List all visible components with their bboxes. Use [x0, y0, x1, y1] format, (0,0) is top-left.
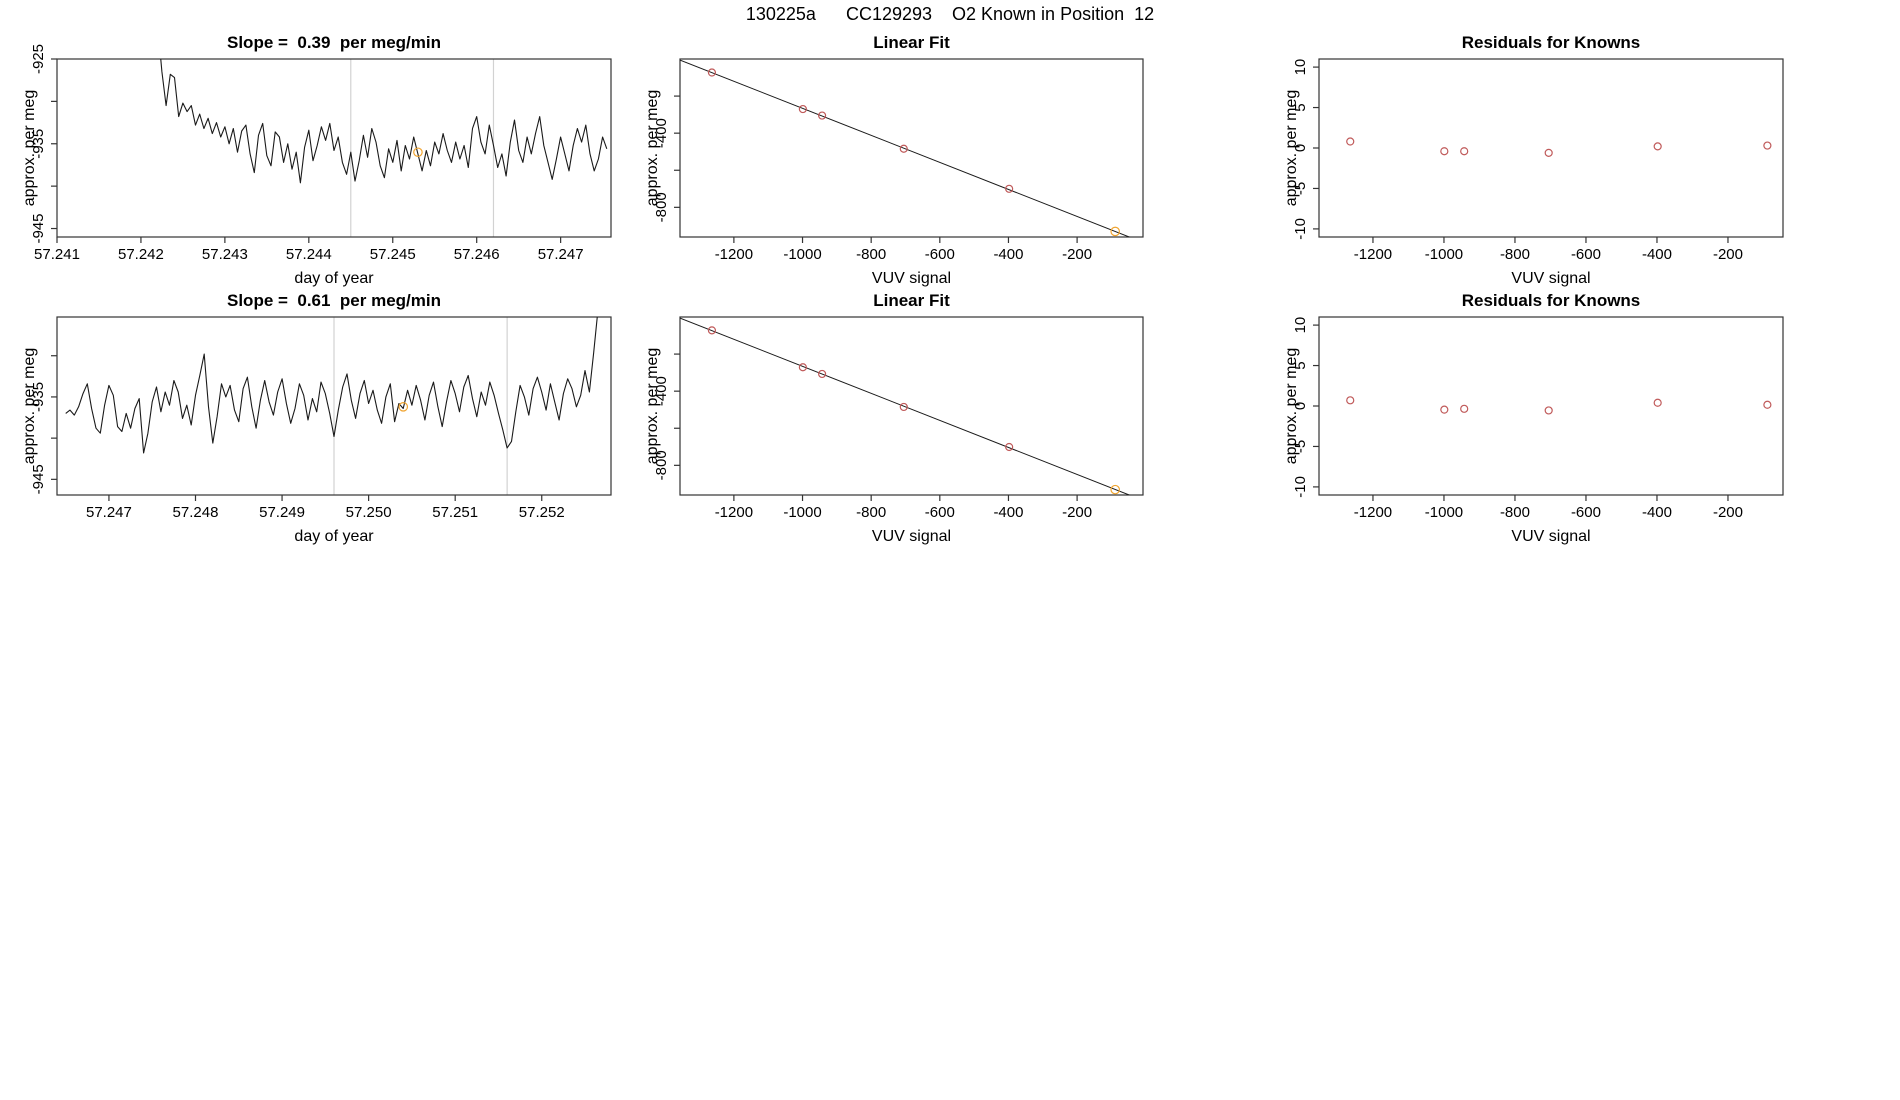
svg-text:-800: -800: [1500, 246, 1530, 263]
svg-text:57.250: 57.250: [346, 504, 392, 521]
svg-text:-400: -400: [1642, 504, 1672, 521]
svg-text:-400: -400: [653, 376, 670, 406]
svg-text:57.247: 57.247: [538, 246, 584, 263]
scatter-plot-area: -1200 -1000 -800 -600 -400 -200 -10 -5 0 5 10: [1292, 316, 1784, 521]
svg-text:-200: -200: [1713, 504, 1743, 521]
svg-text:5: 5: [1292, 361, 1309, 369]
svg-text:57.241: 57.241: [34, 246, 80, 263]
svg-text:57.252: 57.252: [519, 504, 565, 521]
svg-text:-945: -945: [30, 214, 47, 244]
svg-text:-200: -200: [1713, 246, 1743, 263]
svg-text:-400: -400: [993, 504, 1023, 521]
svg-text:-600: -600: [1571, 246, 1601, 263]
svg-text:-935: -935: [30, 129, 47, 159]
timeseries-plot-area: 57.241 57.242 57.243 57.244 57.245 57.246 57.2…: [30, 44, 612, 263]
chart-title: Residuals for Knowns: [1461, 291, 1641, 310]
svg-text:-600: -600: [1571, 504, 1601, 521]
svg-text:-200: -200: [1062, 504, 1092, 521]
svg-text:-200: -200: [1062, 246, 1092, 263]
timeseries-plot-area: 57.247 57.248 57.249 57.250 57.251 57.252 -945…: [30, 316, 612, 521]
chart-title: Linear Fit: [873, 291, 950, 310]
svg-text:57.251: 57.251: [432, 504, 478, 521]
svg-text:57.242: 57.242: [118, 246, 164, 263]
svg-text:57.248: 57.248: [173, 504, 219, 521]
scatter-plot-area: -1200 -1000 -800 -600 -400 -200 -800 -400: [653, 58, 1144, 263]
svg-text:-5: -5: [1292, 182, 1309, 195]
svg-text:-800: -800: [856, 246, 886, 263]
svg-text:-400: -400: [993, 246, 1023, 263]
svg-text:-1200: -1200: [715, 504, 753, 521]
svg-text:-10: -10: [1292, 218, 1309, 240]
svg-text:57.245: 57.245: [370, 246, 416, 263]
svg-text:-1200: -1200: [715, 246, 753, 263]
svg-text:5: 5: [1292, 103, 1309, 111]
chart-title: Slope = 0.39 per meg/min: [227, 33, 441, 52]
svg-text:57.244: 57.244: [286, 246, 332, 263]
svg-text:-1000: -1000: [1425, 504, 1463, 521]
svg-text:-1200: -1200: [1354, 246, 1392, 263]
scatter-plot-area: -1200 -1000 -800 -600 -400 -200 -10 -5 0 5 10: [1292, 58, 1784, 263]
svg-text:-1000: -1000: [1425, 246, 1463, 263]
svg-text:57.249: 57.249: [259, 504, 305, 521]
chart-title: Residuals for Knowns: [1461, 33, 1641, 52]
svg-text:-10: -10: [1292, 476, 1309, 498]
svg-text:-800: -800: [653, 192, 670, 222]
svg-text:0: 0: [1292, 144, 1309, 152]
svg-text:-400: -400: [653, 118, 670, 148]
svg-text:-1000: -1000: [783, 246, 821, 263]
svg-text:57.247: 57.247: [86, 504, 132, 521]
chart-title: Slope = 0.61 per meg/min: [227, 291, 441, 310]
scatter-plot-area: -1200 -1000 -800 -600 -400 -200 -800 -400: [653, 316, 1144, 521]
x-axis-label: day of year: [294, 270, 374, 287]
svg-text:10: 10: [1292, 59, 1309, 76]
svg-text:57.243: 57.243: [202, 246, 248, 263]
svg-text:-600: -600: [925, 504, 955, 521]
svg-text:-800: -800: [856, 504, 886, 521]
svg-text:-5: -5: [1292, 440, 1309, 453]
x-axis-label: VUV signal: [1511, 528, 1591, 545]
svg-text:-945: -945: [30, 464, 47, 494]
chart-title: Linear Fit: [873, 33, 950, 52]
x-axis-label: day of year: [294, 528, 374, 545]
svg-text:-800: -800: [1500, 504, 1530, 521]
svg-text:-600: -600: [925, 246, 955, 263]
svg-text:0: 0: [1292, 402, 1309, 410]
page-title: 130225a CC129293 O2 Known in Position 12: [745, 4, 1155, 24]
svg-text:-1000: -1000: [783, 504, 821, 521]
svg-text:-925: -925: [30, 44, 47, 74]
svg-text:57.246: 57.246: [454, 246, 500, 263]
x-axis-label: VUV signal: [871, 270, 952, 287]
svg-text:-800: -800: [653, 450, 670, 480]
x-axis-label: VUV signal: [871, 528, 952, 545]
svg-text:-935: -935: [30, 382, 47, 412]
svg-text:-400: -400: [1642, 246, 1672, 263]
x-axis-label: VUV signal: [1511, 270, 1591, 287]
svg-text:10: 10: [1292, 317, 1309, 334]
svg-text:-1200: -1200: [1354, 504, 1392, 521]
